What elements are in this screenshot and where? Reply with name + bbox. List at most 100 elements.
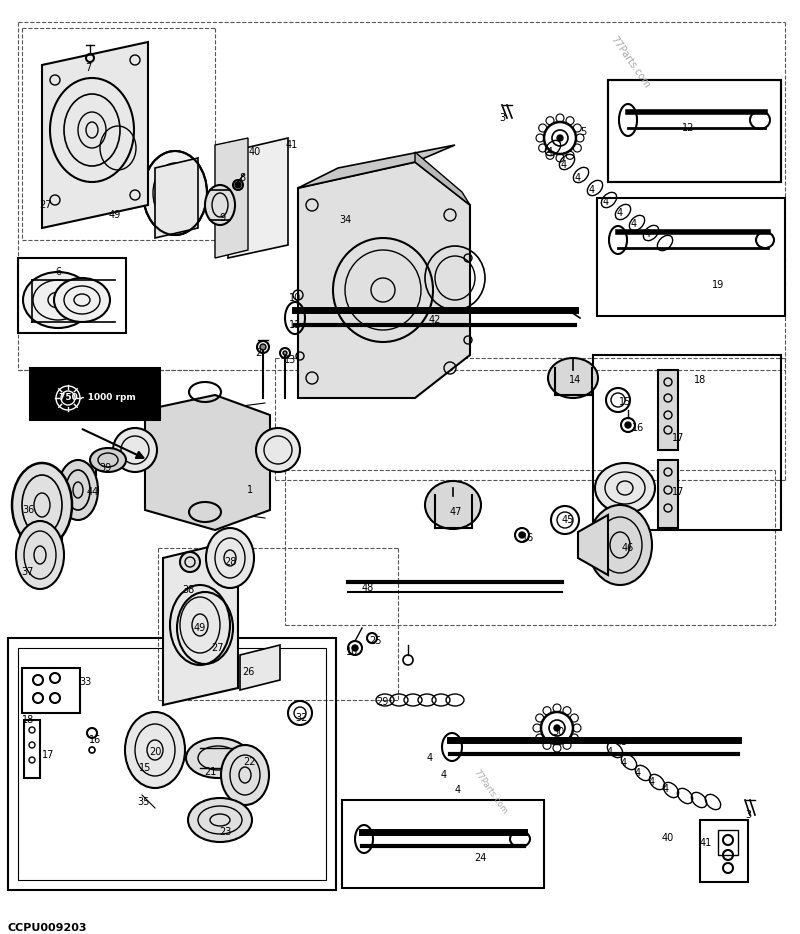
Polygon shape: [658, 460, 678, 528]
Ellipse shape: [90, 448, 126, 472]
Text: 41: 41: [286, 140, 298, 150]
Text: 24: 24: [474, 853, 486, 863]
Text: 26: 26: [242, 667, 254, 677]
Text: 40: 40: [662, 833, 674, 843]
Bar: [18, 648, 326, 880]
Text: 77Parts.com: 77Parts.com: [609, 35, 651, 90]
Text: 4: 4: [455, 785, 461, 795]
Bar: [593, 355, 781, 530]
Ellipse shape: [595, 463, 655, 513]
Text: 4: 4: [561, 160, 567, 170]
Text: 49: 49: [109, 210, 121, 220]
Polygon shape: [163, 540, 238, 705]
Text: 31: 31: [42, 380, 54, 390]
Text: 4: 4: [427, 753, 433, 763]
Text: 27: 27: [212, 643, 224, 653]
Ellipse shape: [23, 272, 93, 328]
Text: 19: 19: [712, 280, 724, 290]
Text: 9: 9: [219, 213, 225, 223]
Text: 3: 3: [499, 113, 505, 123]
Ellipse shape: [54, 278, 110, 322]
Text: 4: 4: [589, 185, 595, 195]
Text: 15: 15: [619, 397, 631, 407]
Text: 27: 27: [38, 200, 51, 210]
Text: 4: 4: [575, 173, 581, 183]
Polygon shape: [658, 370, 678, 450]
Text: 12: 12: [682, 123, 694, 133]
Ellipse shape: [125, 712, 185, 788]
Bar: [608, 80, 781, 182]
Text: 10: 10: [289, 293, 301, 303]
Polygon shape: [42, 42, 148, 228]
Text: 6: 6: [55, 267, 61, 277]
Ellipse shape: [205, 185, 235, 225]
Bar: [24, 720, 40, 778]
Text: 16: 16: [522, 533, 534, 543]
Circle shape: [260, 344, 266, 350]
Ellipse shape: [12, 463, 72, 547]
Polygon shape: [298, 162, 470, 398]
Text: 4: 4: [621, 758, 627, 768]
Bar: [700, 820, 748, 882]
Text: 7: 7: [85, 63, 91, 73]
Text: 13: 13: [284, 355, 296, 365]
Ellipse shape: [16, 521, 64, 589]
Text: 4: 4: [441, 770, 447, 780]
Bar: [8, 638, 336, 890]
Bar: [18, 258, 126, 333]
Ellipse shape: [188, 798, 252, 842]
Text: 47: 47: [450, 507, 462, 517]
Polygon shape: [578, 515, 608, 575]
Text: 25: 25: [369, 636, 382, 646]
Text: 44: 44: [87, 487, 99, 497]
Text: 4: 4: [607, 747, 613, 757]
Ellipse shape: [143, 151, 207, 235]
Text: 38: 38: [182, 585, 194, 595]
Text: 1: 1: [247, 485, 253, 495]
Text: 43: 43: [616, 737, 628, 747]
Text: 17: 17: [672, 433, 684, 443]
Text: 18: 18: [694, 375, 706, 385]
Text: 48: 48: [362, 583, 374, 593]
Ellipse shape: [58, 460, 98, 520]
Text: 4: 4: [547, 147, 553, 157]
Text: 15: 15: [139, 763, 151, 773]
Text: 11: 11: [289, 320, 301, 330]
Text: 4: 4: [663, 784, 669, 794]
Polygon shape: [298, 145, 455, 188]
Bar: [608, 80, 781, 182]
Ellipse shape: [113, 428, 157, 472]
Text: 4: 4: [631, 219, 637, 229]
Text: 16: 16: [632, 423, 644, 433]
Ellipse shape: [206, 528, 254, 588]
Text: 14: 14: [569, 375, 581, 385]
Circle shape: [235, 182, 241, 188]
Text: CCPU009203: CCPU009203: [8, 923, 87, 933]
Text: 39: 39: [99, 463, 111, 473]
Text: 2: 2: [255, 348, 261, 358]
Text: 37: 37: [21, 567, 33, 577]
Text: 17: 17: [672, 487, 684, 497]
Text: 29: 29: [376, 697, 388, 707]
Text: 28: 28: [224, 557, 236, 567]
Polygon shape: [228, 138, 288, 258]
Text: 3: 3: [745, 810, 751, 820]
Text: 41: 41: [700, 838, 712, 848]
Text: 32: 32: [296, 713, 308, 723]
Ellipse shape: [221, 745, 269, 805]
Ellipse shape: [548, 358, 598, 398]
Text: 36: 36: [22, 505, 34, 515]
Bar: [342, 800, 544, 888]
Text: 4: 4: [635, 768, 641, 778]
Bar: [597, 198, 785, 316]
Circle shape: [283, 351, 287, 355]
Text: 17: 17: [42, 750, 54, 760]
Ellipse shape: [588, 505, 652, 585]
Circle shape: [557, 135, 563, 141]
Text: 4: 4: [649, 777, 655, 787]
Ellipse shape: [186, 738, 250, 778]
Text: 46: 46: [622, 543, 634, 553]
Text: 77Parts.com: 77Parts.com: [471, 768, 509, 816]
Ellipse shape: [425, 481, 481, 529]
Text: 5: 5: [580, 127, 586, 137]
